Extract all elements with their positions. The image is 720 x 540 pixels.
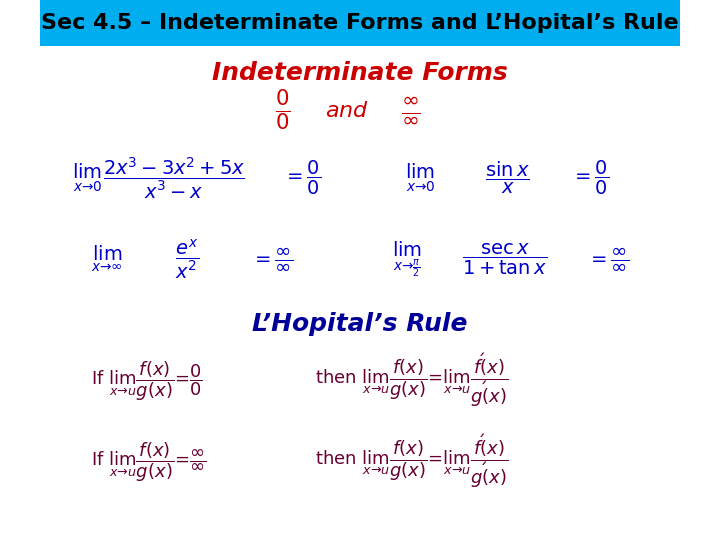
Text: $= \dfrac{0}{0}$: $= \dfrac{0}{0}$ — [283, 159, 322, 197]
Text: $= \dfrac{\infty}{\infty}$: $= \dfrac{\infty}{\infty}$ — [588, 246, 629, 272]
Text: then $\lim_{x \to u} \dfrac{f(x)}{g(x)} = \lim_{x \to u} \dfrac{f\'(x)}{g\'(x)}$: then $\lim_{x \to u} \dfrac{f(x)}{g(x)} … — [315, 352, 508, 409]
Text: $= \dfrac{\infty}{\infty}$: $= \dfrac{\infty}{\infty}$ — [251, 246, 293, 272]
Text: L’Hopital’s Rule: L’Hopital’s Rule — [252, 312, 468, 336]
Text: $\lim_{x \to 0}$: $\lim_{x \to 0}$ — [72, 162, 102, 194]
Text: $\dfrac{2x^3 - 3x^2 + 5x}{x^3 - x}$: $\dfrac{2x^3 - 3x^2 + 5x}{x^3 - x}$ — [103, 156, 246, 201]
Text: $= \dfrac{0}{0}$: $= \dfrac{0}{0}$ — [572, 159, 610, 197]
Text: $\frac{\infty}{\infty}$: $\frac{\infty}{\infty}$ — [401, 96, 421, 125]
Text: $\frac{0}{0}$: $\frac{0}{0}$ — [275, 88, 291, 133]
Text: Indeterminate Forms: Indeterminate Forms — [212, 61, 508, 85]
Text: then $\lim_{x \to u} \dfrac{f(x)}{g(x)} = \lim_{x \to u} \dfrac{f\'(x)}{g\'(x)}$: then $\lim_{x \to u} \dfrac{f(x)}{g(x)} … — [315, 433, 508, 490]
FancyBboxPatch shape — [40, 0, 680, 46]
Text: $\lim_{x \to 0}$: $\lim_{x \to 0}$ — [405, 162, 435, 194]
Text: $and$: $and$ — [325, 100, 369, 121]
Text: $\lim_{x \to \frac{\pi}{2}}$: $\lim_{x \to \frac{\pi}{2}}$ — [392, 240, 422, 279]
Text: If $\lim_{x \to u} \dfrac{f(x)}{g(x)} = \dfrac{0}{0}$: If $\lim_{x \to u} \dfrac{f(x)}{g(x)} = … — [91, 359, 203, 402]
Text: $\dfrac{\sec x}{1 + \tan x}$: $\dfrac{\sec x}{1 + \tan x}$ — [462, 242, 546, 276]
Text: $\lim_{x \to \infty}$: $\lim_{x \to \infty}$ — [91, 244, 123, 274]
Text: If $\lim_{x \to u} \dfrac{f(x)}{g(x)} = \dfrac{\infty}{\infty}$: If $\lim_{x \to u} \dfrac{f(x)}{g(x)} = … — [91, 440, 207, 483]
Text: $\dfrac{\sin x}{x}$: $\dfrac{\sin x}{x}$ — [485, 160, 530, 196]
Text: $\dfrac{e^x}{x^2}$: $\dfrac{e^x}{x^2}$ — [175, 238, 199, 281]
Text: Sec 4.5 – Indeterminate Forms and L’Hopital’s Rule: Sec 4.5 – Indeterminate Forms and L’Hopi… — [41, 13, 679, 33]
